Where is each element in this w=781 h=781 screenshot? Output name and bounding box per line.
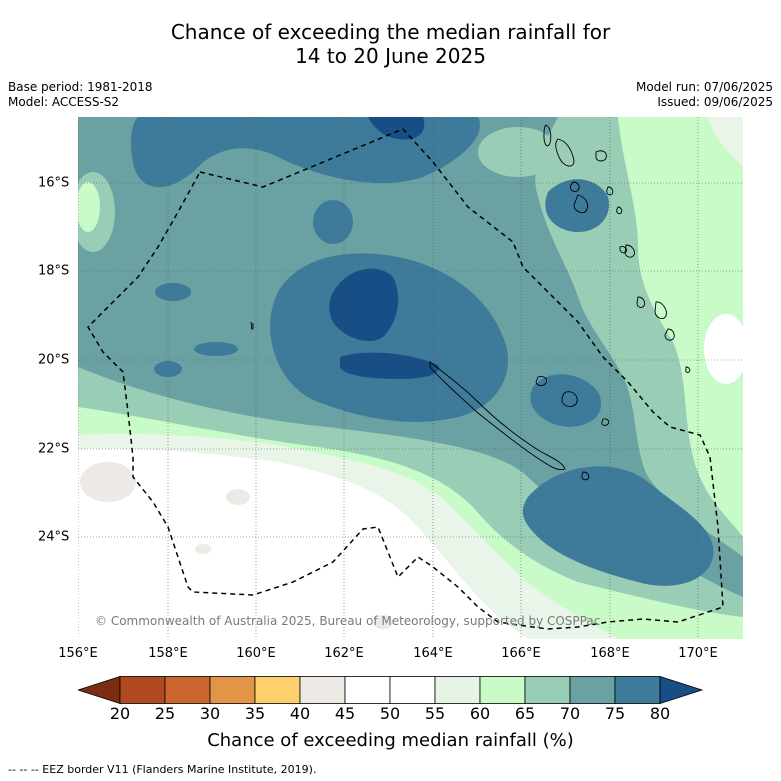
lat-label-16s: 16°S [38, 175, 70, 191]
model-name: Model: ACCESS-S2 [8, 95, 120, 109]
colorbar-tick-label: 50 [379, 704, 401, 723]
lon-label-160e: 160°E [236, 646, 276, 661]
lon-label-158e: 158°E [148, 646, 188, 661]
eez-legend-footnote: -- -- -- EEZ border V11 (Flanders Marine… [8, 763, 317, 776]
band-75-northeast [545, 179, 609, 232]
colorbar-extend-high [659, 676, 704, 704]
colorbar-tick-label: 20 [109, 704, 131, 723]
lon-label-156e: 156°E [58, 646, 98, 661]
band-55-east [708, 117, 743, 167]
colorbar-tick-label: 40 [289, 704, 311, 723]
band-75-southeast [522, 466, 714, 586]
colorbar-cell [614, 676, 661, 704]
band-50-south [78, 448, 528, 639]
colorbar-tick-label: 30 [199, 704, 221, 723]
band-60-east [618, 117, 743, 537]
band-45-patch-2 [226, 489, 250, 505]
colorbar-tick-label: 80 [649, 704, 671, 723]
colorbar-cell [569, 676, 616, 704]
colorbar-tick-label: 45 [334, 704, 356, 723]
vanuatu-1 [543, 124, 552, 147]
vanuatu-10 [654, 301, 667, 319]
map-title-line1: Chance of exceeding the median rainfall … [170, 20, 611, 44]
small-island-2 [685, 366, 691, 373]
vanuatu-2 [555, 138, 575, 167]
vanuatu-11 [664, 328, 675, 341]
band-75-north-patch [313, 200, 353, 244]
colorbar-tick-label: 60 [469, 704, 491, 723]
band-80-central-south [340, 352, 439, 379]
lat-label-18s: 18°S [38, 263, 70, 279]
band-45-patch-4 [373, 615, 393, 629]
small-island-1 [581, 471, 590, 481]
vanuatu-12 [619, 246, 627, 254]
small-island-3 [250, 321, 254, 331]
vanuatu-5 [573, 194, 589, 214]
band-55-east-patch [704, 314, 743, 384]
graticule [78, 117, 743, 639]
colorbar-cells [78, 676, 704, 704]
meta-right: Model run: 07/06/2025 Issued: 09/06/2025 [636, 80, 773, 110]
colorbar-cell [389, 676, 436, 704]
rainfall-map [78, 117, 743, 639]
band-80-central [329, 268, 399, 342]
loyalty-island-3 [601, 418, 610, 426]
lon-label-162e: 162°E [324, 646, 364, 661]
colorbar-tick-label: 70 [559, 704, 581, 723]
model-run: Model run: 07/06/2025 [635, 80, 773, 94]
vanuatu-3 [595, 150, 607, 162]
colorbar-extend-low [78, 676, 121, 704]
colorbar-cell [254, 676, 301, 704]
colorbar-cell [344, 676, 391, 704]
lon-label-166e: 166°E [501, 646, 541, 661]
lon-label-170e: 170°E [678, 646, 718, 661]
lat-label-24s: 24°S [38, 529, 70, 545]
map-title-line2: 14 to 20 June 2025 [295, 44, 486, 68]
eez-border [87, 128, 724, 630]
band-75-west-patch2 [194, 342, 238, 356]
coastlines [250, 124, 691, 481]
colorbar-tick-label: 65 [514, 704, 536, 723]
colorbar-title: Chance of exceeding median rainfall (%) [207, 730, 574, 751]
colorbar-cell [119, 676, 166, 704]
vanuatu-7 [616, 206, 623, 215]
vanuatu-9 [636, 296, 646, 308]
band-45-patch-3 [195, 544, 211, 554]
band-45-patch-1 [80, 462, 136, 502]
colorbar-cell [209, 676, 256, 704]
loyalty-island-1 [535, 376, 547, 386]
vanuatu-4 [570, 181, 580, 192]
band-65-north-patch [478, 127, 558, 177]
meta-left: Base period: 1981-2018 Model: ACCESS-S2 [8, 80, 153, 110]
issued-date: Issued: 09/06/2025 [657, 95, 773, 109]
colorbar [78, 676, 704, 704]
band-80-north [368, 117, 425, 140]
base-period: Base period: 1981-2018 [8, 80, 153, 94]
colorbar-tick-label: 35 [244, 704, 266, 723]
copyright-notice: © Commonwealth of Australia 2025, Bureau… [95, 614, 601, 628]
lon-label-164e: 164°E [413, 646, 453, 661]
vanuatu-6 [606, 186, 614, 196]
band-75-east-islands [530, 374, 602, 427]
colorbar-cell [524, 676, 571, 704]
new-caledonia [429, 361, 566, 471]
lat-label-22s: 22°S [38, 441, 70, 457]
lat-label-20s: 20°S [38, 352, 70, 368]
colorbar-cell [299, 676, 346, 704]
colorbar-cell [479, 676, 526, 704]
band-60-patch-west2 [78, 182, 100, 232]
colorbar-cell [164, 676, 211, 704]
vanuatu-8 [624, 244, 635, 258]
colorbar-tick-label: 75 [604, 704, 626, 723]
colorbar-cell [434, 676, 481, 704]
band-75-central [270, 253, 508, 422]
loyalty-island-2 [561, 391, 578, 407]
band-75-west-patch [155, 283, 191, 301]
colorbar-tick-label: 55 [424, 704, 446, 723]
lon-label-168e: 168°E [590, 646, 630, 661]
colorbar-tick-label: 25 [154, 704, 176, 723]
